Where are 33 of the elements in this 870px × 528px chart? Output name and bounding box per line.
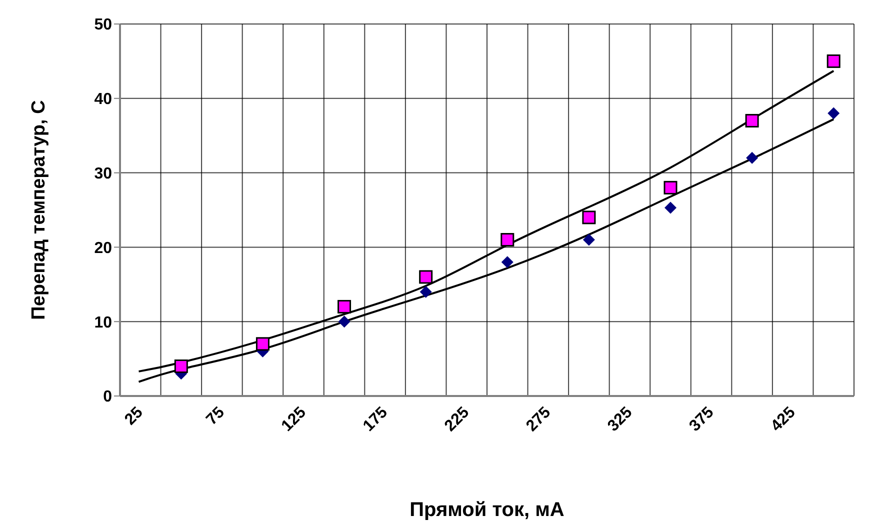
x-axis-title: Прямой ток, мА [410, 499, 564, 521]
point [746, 152, 758, 164]
point [664, 180, 678, 194]
y-axis-title: Перепад температур, С [28, 100, 50, 320]
x-tick-label: 425 [768, 404, 799, 435]
point [664, 202, 676, 214]
point [419, 270, 433, 284]
point [256, 337, 270, 351]
point [745, 114, 759, 128]
y-tick-label: 40 [94, 91, 112, 108]
y-tick-label: 0 [103, 388, 112, 406]
point [501, 256, 514, 268]
y-tick-label: 20 [94, 240, 112, 257]
point [420, 286, 432, 298]
point [338, 300, 352, 314]
x-tick-label: 25 [122, 404, 146, 429]
point [582, 210, 596, 224]
x-tick-label: 375 [686, 404, 718, 435]
x-tick-label: 325 [604, 404, 636, 435]
point [582, 234, 595, 246]
x-tick-label: 225 [442, 404, 473, 435]
x-tick-label: 275 [523, 404, 554, 435]
x-tick-label: 75 [203, 404, 228, 429]
y-tick-label: 30 [94, 165, 112, 182]
point [828, 107, 840, 120]
point [826, 54, 840, 68]
x-tick-label: 125 [278, 404, 310, 435]
y-tick-label: 10 [94, 314, 112, 332]
point [338, 316, 350, 328]
y-tick-label: 50 [94, 16, 112, 34]
point [174, 359, 188, 373]
point [500, 233, 514, 247]
x-tick-label: 175 [360, 404, 392, 435]
